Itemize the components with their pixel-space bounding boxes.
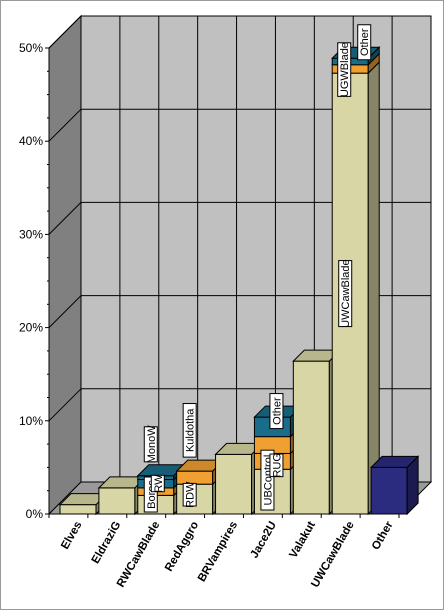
x-tick-label: BRVampires — [196, 520, 240, 584]
segment-label-box — [269, 453, 284, 478]
segment-label: Kuldotha — [182, 403, 197, 458]
segment-label: Other — [357, 24, 372, 61]
segment-label-text: RDW — [185, 481, 197, 508]
segment-label-text: MonoW — [146, 425, 158, 464]
bar-top — [369, 455, 420, 468]
segment-label: UWCawBlade — [338, 259, 353, 328]
segment-label-text: UWCawBlade — [340, 259, 352, 327]
x-tick-label: Jace2U — [249, 520, 280, 561]
segment-label: UGWBlade — [337, 42, 352, 97]
segment-label-box — [269, 393, 284, 430]
segment-label-text: RW — [153, 474, 165, 493]
segment-label-box — [182, 482, 197, 507]
bar-segment-side — [367, 60, 380, 516]
y-tick-label: 50% — [19, 41, 43, 55]
segment-label-text: UGWBlade — [339, 42, 351, 97]
y-tick-label: 40% — [19, 134, 43, 148]
x-tick-label: Other — [370, 519, 396, 552]
gridline-left — [48, 388, 82, 422]
left-wall — [48, 14, 82, 516]
bar-segment-front — [59, 504, 97, 515]
gridline-left — [48, 295, 82, 328]
segment-label-box — [338, 260, 353, 328]
segment-label-box — [182, 403, 197, 458]
y-tick-label: 20% — [19, 321, 43, 335]
gridline-left — [48, 202, 82, 235]
y-tick-label: 0% — [26, 507, 44, 521]
bar-segment-front — [370, 466, 408, 515]
segment-label-box — [143, 426, 158, 463]
bar-segment-front — [215, 453, 253, 515]
x-tick-label: RWCawBlade — [115, 520, 162, 590]
segment-label-text: Other — [359, 28, 371, 56]
gridline-left — [48, 15, 82, 49]
segment-label: RUG — [269, 453, 284, 478]
y-tick-label: 30% — [19, 227, 43, 241]
x-tick-label: UWCawBlade — [309, 520, 356, 590]
segment-label: MonoW — [143, 425, 158, 464]
bar-segment-front — [292, 360, 330, 515]
bar-segment-front — [98, 487, 136, 515]
gridline-left — [48, 108, 82, 142]
segment-label-box — [150, 474, 165, 493]
segment-label: RW — [150, 474, 165, 493]
x-tick-label: EldraziG — [90, 519, 124, 565]
segment-label-box — [357, 24, 372, 61]
x-tick-label: Valakut — [287, 519, 318, 560]
segment-label-box — [337, 42, 352, 97]
segment-label-text: Other — [271, 397, 283, 425]
x-tick-label: RedAggro — [163, 520, 201, 574]
segment-label: RDW — [182, 481, 197, 508]
x-tick-label: Elves — [59, 520, 84, 552]
segment-label: Other — [269, 393, 284, 430]
y-tick-label: 10% — [19, 414, 43, 428]
segment-label-text: RUG — [271, 453, 283, 477]
segment-label-text: Kuldotha — [185, 408, 197, 452]
